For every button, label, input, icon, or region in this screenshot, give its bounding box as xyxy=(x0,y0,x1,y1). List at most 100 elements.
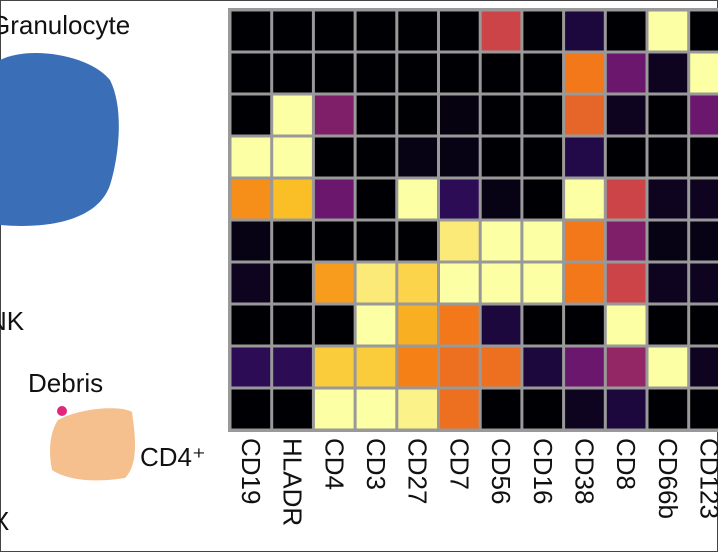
heatmap-cell xyxy=(398,53,437,93)
heatmap-cell xyxy=(273,305,312,345)
heatmap-cell xyxy=(314,11,354,51)
heatmap-cell xyxy=(690,347,718,387)
heatmap-cell xyxy=(440,347,479,387)
heatmap-cell xyxy=(523,389,563,429)
heatmap-cell xyxy=(273,179,312,219)
heatmap-cell xyxy=(648,53,688,93)
column-label: HLADR xyxy=(278,438,308,526)
heatmap-cell xyxy=(481,53,521,93)
heatmap-cell xyxy=(523,305,563,345)
heatmap-cell xyxy=(648,305,688,345)
cd4-cluster xyxy=(50,408,136,481)
heatmap-cell xyxy=(523,221,563,261)
heatmap-cell xyxy=(231,263,271,303)
heatmap-cell xyxy=(565,347,604,387)
heatmap-cell xyxy=(356,53,396,93)
heatmap-cell xyxy=(565,11,604,51)
heatmap-cell xyxy=(356,179,396,219)
heatmap-cell xyxy=(231,221,271,261)
heatmap-cell xyxy=(481,263,521,303)
heatmap-cell xyxy=(398,263,437,303)
heatmap-cell xyxy=(273,53,312,93)
cluster-label: NK xyxy=(0,306,25,336)
heatmap-cell xyxy=(690,263,718,303)
heatmap-cell xyxy=(523,53,563,93)
column-label: CD123 xyxy=(695,438,718,519)
column-label: CD66b xyxy=(653,438,683,519)
heatmap-cell xyxy=(273,95,312,135)
heatmap-cell xyxy=(273,263,312,303)
heatmap-cell xyxy=(481,305,521,345)
heatmap-cell xyxy=(314,179,354,219)
heatmap-cell xyxy=(231,137,271,177)
heatmap-cell xyxy=(440,179,479,219)
heatmap-cell xyxy=(231,11,271,51)
column-label: CD4 xyxy=(319,438,349,490)
heatmap-cell xyxy=(481,389,521,429)
heatmap-cell xyxy=(398,179,437,219)
heatmap-cell xyxy=(440,95,479,135)
heatmap-cell xyxy=(273,137,312,177)
heatmap-cell xyxy=(690,389,718,429)
heatmap-cell xyxy=(273,347,312,387)
heatmap-cell xyxy=(273,389,312,429)
heatmap-cell xyxy=(481,137,521,177)
heatmap-cell xyxy=(481,347,521,387)
heatmap-cell xyxy=(440,263,479,303)
heatmap-cell xyxy=(398,389,437,429)
cluster-label: Granulocyte xyxy=(0,10,130,40)
heatmap-cell xyxy=(690,179,718,219)
heatmap-cell xyxy=(481,179,521,219)
heatmap-cell xyxy=(648,179,688,219)
heatmap-cell xyxy=(565,389,604,429)
heatmap-cell xyxy=(648,221,688,261)
cluster-label: Debris xyxy=(28,368,103,398)
heatmap-cell xyxy=(398,347,437,387)
heatmap-cell xyxy=(481,95,521,135)
column-label: CD7 xyxy=(444,438,474,490)
heatmap-cell xyxy=(481,11,521,51)
heatmap-cell xyxy=(398,11,437,51)
heatmap-cell xyxy=(356,389,396,429)
heatmap-cell xyxy=(231,347,271,387)
heatmap-cell xyxy=(606,305,646,345)
heatmap-cell xyxy=(523,179,563,219)
column-label: CD27 xyxy=(403,438,433,504)
heatmap-cell xyxy=(314,95,354,135)
heatmap-cell xyxy=(648,263,688,303)
heatmap-cell xyxy=(314,221,354,261)
heatmap-cell xyxy=(314,263,354,303)
heatmap: CD19 HLADR CD4 CD3 CD27 CD7 CD56 CD16 CD38 CD8 CD6… xyxy=(228,8,718,526)
heatmap-cell xyxy=(606,263,646,303)
heatmap-cell xyxy=(523,11,563,51)
heatmap-cell xyxy=(606,221,646,261)
heatmap-cell xyxy=(356,263,396,303)
heatmap-cell xyxy=(231,95,271,135)
heatmap-cell xyxy=(565,179,604,219)
heatmap-cell xyxy=(690,305,718,345)
heatmap-cell xyxy=(606,95,646,135)
heatmap-cell xyxy=(648,137,688,177)
heatmap-cell xyxy=(314,305,354,345)
heatmap-cell xyxy=(690,221,718,261)
heatmap-cell xyxy=(481,221,521,261)
column-label: CD8 xyxy=(611,438,641,490)
heatmap-cell xyxy=(690,53,718,93)
heatmap-cell xyxy=(648,95,688,135)
heatmap-cell xyxy=(231,179,271,219)
heatmap-cell xyxy=(356,221,396,261)
cluster-label: CD4⁺ xyxy=(140,442,206,472)
heatmap-cell xyxy=(440,305,479,345)
heatmap-cell xyxy=(648,347,688,387)
heatmap-cell xyxy=(565,221,604,261)
heatmap-cell xyxy=(606,347,646,387)
heatmap-cell xyxy=(356,11,396,51)
cluster-label: X xyxy=(0,506,9,536)
heatmap-cell xyxy=(314,53,354,93)
heatmap-cell xyxy=(565,53,604,93)
heatmap-cell xyxy=(606,389,646,429)
heatmap-cell xyxy=(690,95,718,135)
debris-cluster xyxy=(57,406,67,416)
heatmap-cell xyxy=(690,11,718,51)
column-label: CD38 xyxy=(569,438,599,504)
